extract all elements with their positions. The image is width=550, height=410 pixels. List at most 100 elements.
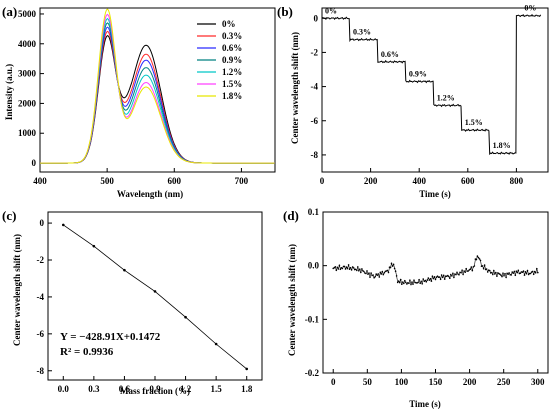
panel-d-data-point [361, 268, 363, 270]
panel-d-data-point [453, 276, 455, 279]
panel-d-data-point [496, 275, 498, 277]
panel-d-data-point [502, 272, 504, 275]
panel-d-data-point [500, 274, 502, 277]
panel-d-data-point [462, 273, 464, 276]
panel-a-legend-label: 0.6% [222, 43, 242, 53]
panel-a: (a) Wavelength (nm) Intensity (a.u.) 400… [2, 4, 276, 199]
panel-d-ylabel: Center wavelength shift (nm) [287, 244, 297, 356]
panel-d-data-point [350, 269, 353, 271]
panel-d-data-point [450, 273, 452, 276]
panel-d-data-point [471, 269, 474, 272]
panel-c-ylabel: Center wavelength shift (nm) [12, 234, 22, 346]
panel-c-xtick-label: 0.0 [58, 384, 70, 394]
panel-d-data-point [464, 271, 467, 274]
panel-d-data-point [398, 281, 401, 284]
panel-d-data-point [488, 269, 491, 272]
panel-a-ytick-label: 2000 [18, 98, 37, 108]
panel-d-data-point [433, 276, 436, 278]
panel-d-data-point [392, 263, 395, 266]
panel-d-data-point [358, 270, 360, 272]
panel-d-data-point [483, 264, 486, 266]
panel-d-data-point [368, 272, 370, 274]
panel-c-ytick-label: -6 [37, 329, 45, 339]
panel-d-data-point [519, 272, 522, 275]
panel-d-data-point [428, 279, 431, 281]
panel-d-data-point [444, 275, 447, 278]
panel-b-ytick-label: -2 [311, 47, 319, 57]
panel-c-data-point [153, 290, 157, 293]
panel-d-data-point [372, 274, 374, 276]
panel-d-data-point [522, 270, 525, 272]
panel-d-data-point [376, 274, 379, 277]
panel-d-data-point [406, 283, 408, 285]
panel-d-data-point [345, 266, 348, 268]
panel-d-data-point [370, 272, 372, 274]
panel-b-ytick-label: -4 [311, 82, 319, 92]
panel-d-data-point [408, 282, 410, 285]
panel-d-data-point [426, 279, 429, 281]
panel-b-xtick-label: 400 [412, 176, 426, 186]
panel-d-data-point [401, 283, 403, 286]
panel-c-ytick-label: -4 [37, 292, 45, 302]
panel-d-data-point [429, 277, 432, 280]
panel-d-data-point [369, 276, 371, 278]
panel-c-data-point [92, 244, 96, 248]
panel-d-data-point [501, 275, 503, 278]
panel-d-data-point [420, 280, 423, 283]
panel-d-data-point [367, 273, 369, 276]
panel-d-data-point [494, 273, 496, 275]
panel-d-data-point [531, 270, 534, 273]
panel-d-data-point [373, 277, 375, 279]
panel-c-data-point [61, 223, 65, 227]
panel-d-data-point [486, 271, 489, 273]
panel-d-data-point [529, 272, 532, 275]
panel-d-data-point [534, 272, 537, 274]
panel-a-xtick-label: 700 [235, 176, 249, 186]
panel-a-ytick-label: 5000 [18, 9, 37, 19]
panel-d-data-point [439, 278, 442, 281]
panel-d-data-point [421, 283, 424, 285]
panel-b-xtick-label: 200 [364, 176, 378, 186]
panel-d-data-point [402, 281, 404, 283]
panel-d-data-point [533, 270, 536, 273]
panel-d-data-point [343, 265, 346, 268]
panel-d-data-point [409, 279, 411, 282]
panel-d-data-point [377, 273, 380, 275]
panel-c-xlabel: Mass fraction (%) [120, 386, 190, 396]
panel-b-ytick-label: 0 [314, 13, 319, 23]
panel-d-data-point [492, 273, 494, 276]
panel-c-data-point [214, 342, 218, 346]
panel-d-data-point [383, 271, 386, 274]
panel-d-data-point [381, 270, 384, 273]
panel-a-ytick-label: 3000 [18, 69, 37, 79]
panel-b-step-label: 1.5% [465, 118, 483, 127]
panel-b-xtick-label: 0 [320, 176, 325, 186]
panel-d-data-point [375, 273, 378, 275]
panel-d-data-point [418, 278, 420, 281]
panel-d-data-point [481, 265, 484, 267]
panel-c-xtick-label: 0.6 [119, 384, 131, 394]
panel-a-legend-label: 0.9% [222, 55, 242, 65]
panel-d-data-point [482, 267, 485, 270]
panel-d-data-point [467, 270, 470, 272]
panel-d-data-point [440, 274, 443, 276]
panel-d-xtick-label: 0 [331, 377, 336, 387]
panel-d-data-point [425, 281, 428, 283]
panel-d-data-point [472, 266, 475, 268]
panel-c-data-point [184, 315, 187, 319]
panel-d-data-point [431, 275, 434, 278]
panel-d-xtick-label: 200 [463, 377, 477, 387]
panel-d-data-point [473, 265, 476, 267]
panel-d-data-point [460, 272, 462, 274]
panel-d-data-point [441, 276, 444, 279]
panel-d-data-point [395, 275, 398, 277]
panel-d-data-point [458, 274, 460, 276]
panel-d-data-point [391, 265, 394, 267]
panel-d-data-point [348, 268, 351, 271]
panel-d-ytick-label: 0.0 [308, 261, 320, 271]
panel-d-data-point [476, 255, 479, 257]
panel-d-data-point [360, 271, 362, 274]
panel-d-data-point [514, 274, 517, 277]
panel-b-step-label: 0% [325, 6, 337, 15]
panel-d-data-point [424, 279, 427, 282]
